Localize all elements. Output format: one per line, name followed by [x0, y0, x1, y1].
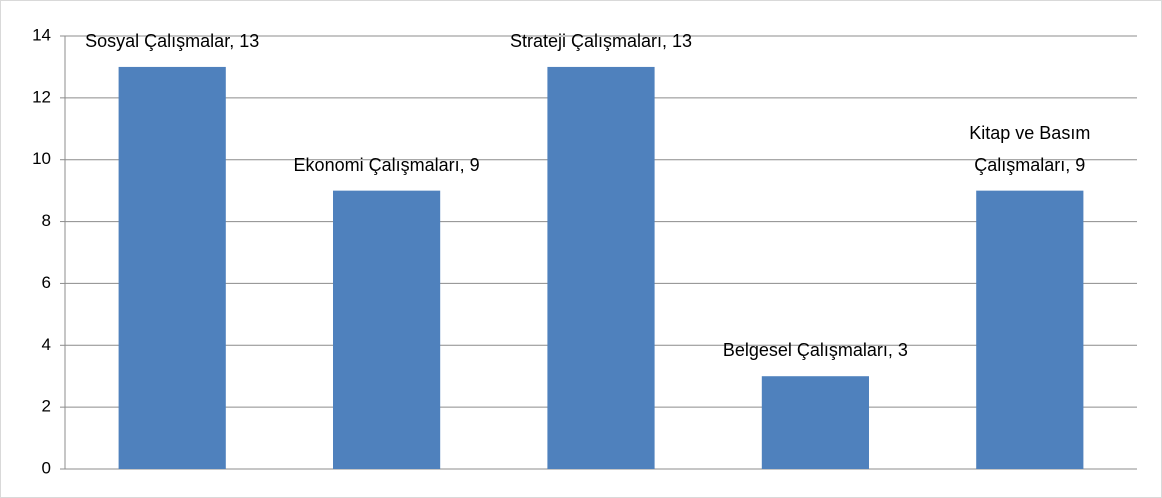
data-label: Kitap ve Basım Çalışmaları, 9 — [969, 122, 1091, 175]
y-tick-label: 14 — [32, 25, 51, 44]
bar — [761, 376, 869, 469]
data-label: Strateji Çalışmaları, 13 — [509, 30, 693, 51]
bar — [976, 190, 1084, 469]
data-label: Ekonomi Çalışmaları, 9 — [293, 154, 480, 175]
y-tick-label: 0 — [42, 458, 51, 477]
data-label: Sosyal Çalışmalar, 13 — [85, 30, 260, 51]
bar — [547, 66, 655, 469]
bar — [333, 190, 441, 469]
y-tick-label: 12 — [32, 87, 51, 106]
data-label: Belgesel Çalışmaları, 3 — [722, 340, 908, 361]
y-tick-label: 4 — [42, 335, 51, 354]
bar — [118, 66, 226, 469]
y-tick-label: 6 — [42, 273, 51, 292]
y-tick-label: 2 — [42, 397, 51, 416]
y-tick-label: 8 — [42, 211, 51, 230]
y-tick-label: 10 — [32, 149, 51, 168]
